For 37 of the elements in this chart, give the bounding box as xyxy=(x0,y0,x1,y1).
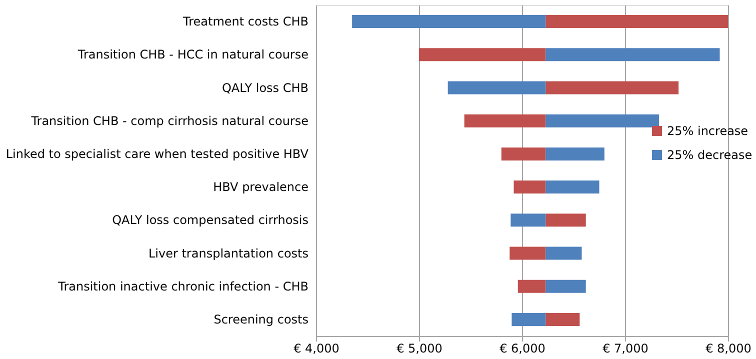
legend-label: 25% decrease xyxy=(667,148,752,162)
bar xyxy=(510,214,546,227)
x-tick-label: € 5,000 xyxy=(396,342,442,356)
bar xyxy=(419,48,546,62)
bar xyxy=(464,114,546,128)
bar xyxy=(546,180,600,194)
y-tick-label: QALY loss compensated cirrhosis xyxy=(112,213,308,228)
y-tick-label: Linked to specialist care when tested positive HBV xyxy=(6,146,310,161)
bar xyxy=(546,312,580,326)
bar xyxy=(546,280,586,293)
y-tick-label: Liver transplantation costs xyxy=(148,246,308,260)
y-tick-label: QALY loss CHB xyxy=(222,80,308,95)
x-tick-label: € 7,000 xyxy=(602,342,648,356)
bar xyxy=(448,81,546,94)
y-tick-label: HBV prevalence xyxy=(213,180,308,194)
x-tick-label: € 8,000 xyxy=(706,342,752,356)
bar xyxy=(546,48,720,62)
y-tick-label: Transition inactive chronic infection - CHB xyxy=(57,279,308,294)
bar xyxy=(512,312,546,326)
x-tick-label: € 6,000 xyxy=(500,342,546,356)
bar xyxy=(352,15,546,28)
bar xyxy=(510,246,546,260)
y-tick-label: Transition CHB - HCC in natural course xyxy=(76,48,308,62)
bar xyxy=(546,15,728,28)
y-tick-label: Treatment costs CHB xyxy=(182,14,308,29)
bar xyxy=(546,81,679,94)
y-tick-label: Transition CHB - comp cirrhosis natural course xyxy=(30,114,308,128)
bar xyxy=(546,147,604,160)
y-tick-label: Screening costs xyxy=(214,312,308,326)
bar xyxy=(546,114,659,128)
legend-label: 25% increase xyxy=(667,124,748,138)
bar xyxy=(501,147,546,160)
bar xyxy=(518,280,546,293)
x-tick-label: € 4,000 xyxy=(294,342,340,356)
bar xyxy=(546,246,582,260)
bar xyxy=(514,180,546,194)
bar xyxy=(546,214,586,227)
